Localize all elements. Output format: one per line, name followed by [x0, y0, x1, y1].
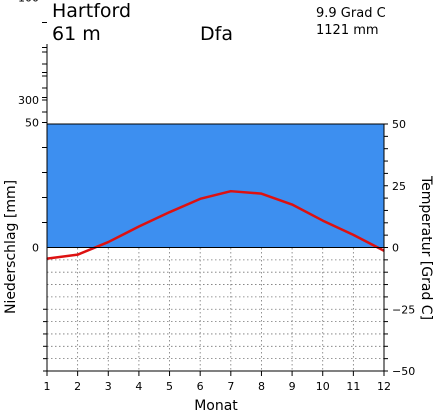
temperature-point	[352, 234, 354, 236]
x-tick-label: 8	[258, 380, 265, 393]
precipitation-area	[47, 124, 384, 248]
temperature-point	[199, 198, 201, 200]
climate-class: Dfa	[200, 23, 233, 45]
station-name: Hartford	[52, 0, 131, 22]
precipitation-layer	[47, 124, 384, 248]
temp-tick-label: 0	[392, 242, 399, 255]
temperature-point	[77, 254, 79, 256]
x-tick-label: 7	[227, 380, 234, 393]
x-axis-label: Monat	[194, 398, 238, 414]
station-elevation: 61 m	[52, 23, 101, 45]
x-tick-label: 4	[135, 380, 142, 393]
temperature-point	[107, 241, 109, 243]
x-tick-label: 1	[44, 380, 51, 393]
temperature-point	[138, 225, 140, 228]
right-axis-label: Temperatur [Grad C]	[418, 175, 434, 320]
precip-tick-label: 0	[32, 242, 39, 255]
temp-tick-label: 50	[392, 118, 406, 131]
x-tick-label: 3	[105, 380, 112, 393]
x-tick-label: 5	[166, 380, 173, 393]
x-tick-label: 9	[289, 380, 296, 393]
precip-tick-label: 300	[18, 94, 39, 107]
x-tick-label: 11	[346, 380, 360, 393]
temperature-point	[168, 211, 171, 213]
precip-tick-label: 50	[25, 117, 39, 130]
temperature-point	[322, 219, 324, 222]
left-axis-label: Niederschlag [mm]	[3, 180, 19, 314]
temp-tick-label: 25	[392, 180, 406, 193]
annual-precipitation: 1121 mm	[316, 23, 379, 38]
x-tick-label: 2	[74, 380, 81, 393]
temp-tick-label: −25	[392, 303, 415, 316]
mean-temperature: 9.9 Grad C	[316, 6, 386, 21]
x-tick-label: 12	[377, 380, 391, 393]
temperature-point	[230, 190, 232, 192]
precip-tick-label: 100	[18, 0, 39, 5]
temp-tick-label: −50	[392, 365, 415, 378]
x-tick-label: 6	[197, 380, 204, 393]
temperature-point	[260, 193, 263, 195]
x-tick-label: 10	[316, 380, 330, 393]
temperature-point	[291, 203, 293, 206]
temperature-line	[46, 189, 385, 260]
